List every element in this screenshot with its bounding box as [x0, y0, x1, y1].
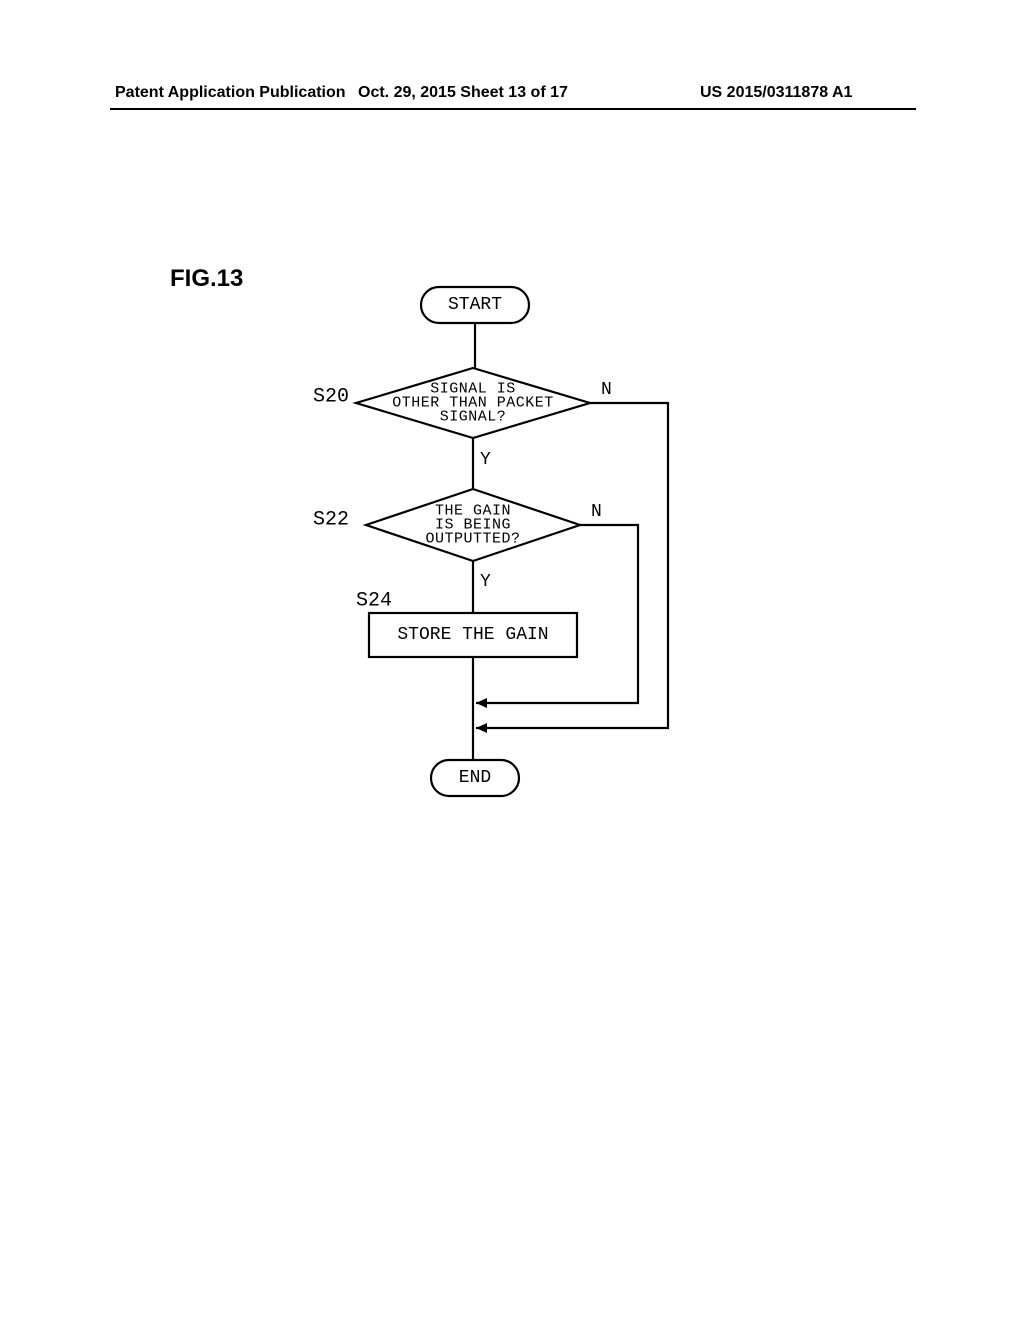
svg-text:Y: Y — [480, 572, 491, 592]
page: Patent Application Publication Oct. 29, … — [0, 0, 1024, 1320]
flowchart: YYNNSTARTSIGNAL ISOTHER THAN PACKETSIGNA… — [0, 0, 1024, 905]
flowchart-svg: YYNNSTARTSIGNAL ISOTHER THAN PACKETSIGNA… — [0, 0, 1024, 900]
svg-text:N: N — [591, 502, 602, 522]
svg-text:N: N — [601, 380, 612, 400]
svg-text:OUTPUTTED?: OUTPUTTED? — [425, 531, 520, 548]
svg-text:END: END — [459, 768, 491, 788]
svg-text:S24: S24 — [356, 590, 392, 613]
svg-text:Y: Y — [480, 450, 491, 470]
svg-text:S20: S20 — [313, 386, 349, 409]
svg-text:SIGNAL?: SIGNAL? — [440, 409, 507, 426]
svg-text:START: START — [448, 295, 502, 315]
svg-text:S22: S22 — [313, 509, 349, 532]
svg-text:STORE THE GAIN: STORE THE GAIN — [397, 625, 548, 645]
